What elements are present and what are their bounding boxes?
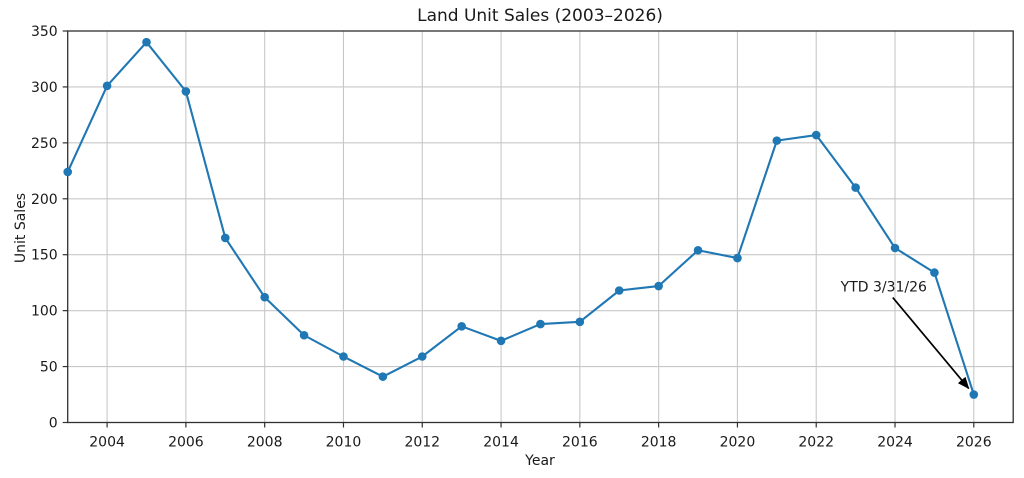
x-axis-tick-labels: 2004 2006 2008 2010 2012 2014 2016 2018 2020 2022… bbox=[89, 435, 991, 451]
x-tick-label: 2022 bbox=[798, 435, 834, 451]
data-point-marker bbox=[811, 130, 821, 140]
y-tick-label: 200 bbox=[31, 192, 58, 208]
y-tick-label: 350 bbox=[31, 24, 58, 40]
data-point-marker bbox=[733, 253, 742, 263]
data-point-marker bbox=[378, 372, 388, 381]
data-point-marker bbox=[457, 322, 466, 331]
y-tick-label: 0 bbox=[49, 416, 58, 432]
data-point-marker bbox=[260, 292, 269, 302]
x-tick-label: 2020 bbox=[720, 435, 756, 451]
x-tick-label: 2026 bbox=[956, 435, 992, 451]
series-line bbox=[66, 41, 975, 396]
data-point-marker bbox=[63, 167, 72, 177]
x-tick-label: 2012 bbox=[404, 435, 440, 451]
y-tick-label: 100 bbox=[31, 304, 58, 320]
annotation: YTD 3/31/26 bbox=[840, 280, 970, 390]
x-tick-label: 2014 bbox=[483, 435, 519, 451]
data-point-marker bbox=[575, 317, 585, 327]
data-point-marker bbox=[417, 352, 427, 361]
data-point-marker bbox=[536, 319, 545, 329]
data-point-marker bbox=[102, 81, 112, 91]
x-tick-label: 2018 bbox=[641, 435, 677, 451]
data-point-marker bbox=[220, 233, 230, 243]
annotation-label: YTD 3/31/26 bbox=[840, 280, 927, 296]
axis-ticks bbox=[62, 30, 975, 428]
gridlines bbox=[67, 30, 1014, 424]
x-tick-label: 2006 bbox=[168, 435, 204, 451]
data-point-marker bbox=[930, 268, 939, 277]
x-tick-label: 2024 bbox=[877, 435, 913, 451]
data-point-marker bbox=[772, 136, 782, 145]
annotation-arrow bbox=[892, 296, 970, 390]
data-point-marker bbox=[654, 281, 663, 291]
data-point-marker bbox=[614, 286, 624, 295]
x-axis-label: Year bbox=[524, 453, 555, 469]
data-point-marker bbox=[969, 390, 979, 399]
data-point-marker bbox=[890, 243, 900, 253]
data-point-marker bbox=[339, 352, 348, 361]
y-axis-label: Unit Sales bbox=[13, 193, 29, 263]
data-point-marker bbox=[142, 37, 151, 47]
data-point-marker bbox=[181, 87, 191, 96]
y-tick-label: 300 bbox=[31, 80, 58, 96]
data-point-marker bbox=[851, 183, 860, 192]
x-tick-label: 2016 bbox=[562, 435, 598, 451]
data-point-marker bbox=[693, 245, 703, 255]
data-point-marker bbox=[299, 330, 309, 340]
plot-border bbox=[67, 30, 1014, 424]
x-tick-label: 2010 bbox=[326, 435, 362, 451]
x-tick-label: 2004 bbox=[89, 435, 125, 451]
y-axis-tick-labels: 0 50 100 150 200 250 300 350 bbox=[31, 24, 58, 432]
data-point-marker bbox=[496, 336, 506, 346]
y-tick-label: 150 bbox=[31, 248, 58, 264]
x-tick-label: 2008 bbox=[247, 435, 283, 451]
data-series bbox=[63, 37, 979, 399]
chart-title: Land Unit Sales (2003–2026) bbox=[417, 6, 663, 26]
y-tick-label: 250 bbox=[31, 136, 58, 152]
y-tick-label: 50 bbox=[40, 360, 58, 376]
